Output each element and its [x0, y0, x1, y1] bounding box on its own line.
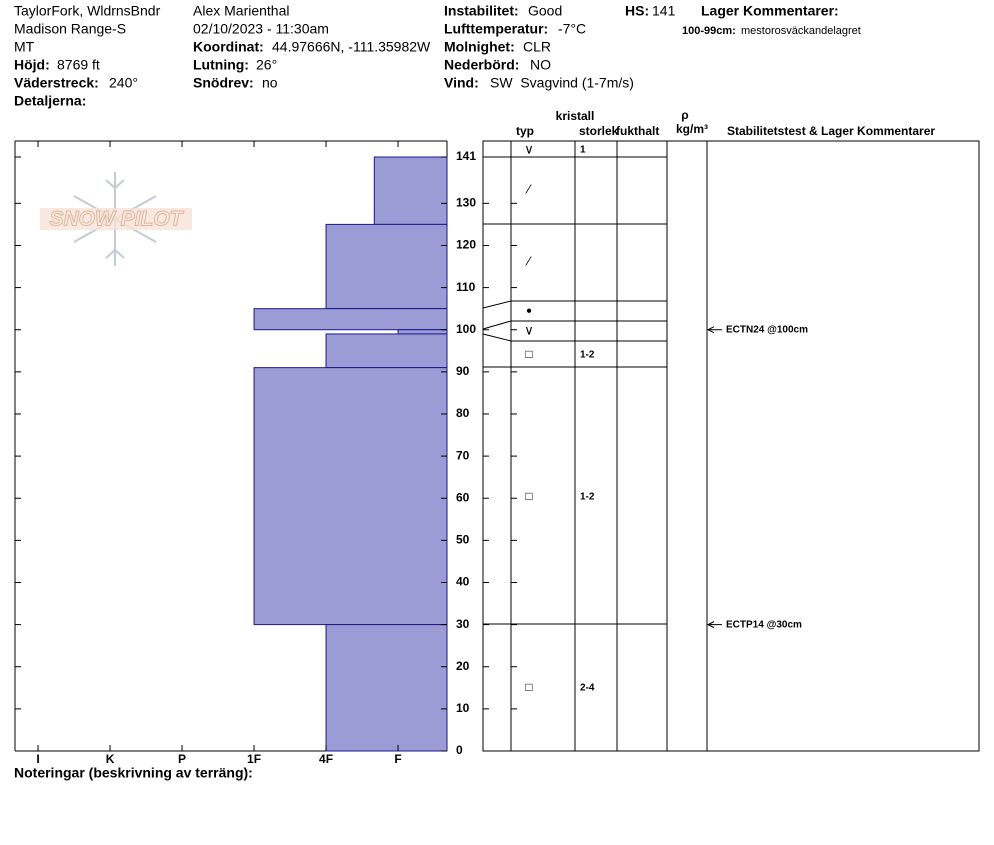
- range: Madison Range-S: [14, 21, 126, 37]
- label: Molnighet:: [444, 39, 515, 55]
- y-tick-label: 100: [456, 322, 476, 336]
- grain-type: ∨: [524, 322, 534, 337]
- grain-type: ∨: [524, 141, 534, 156]
- y-tick-label: 141: [456, 149, 476, 163]
- label: Höjd:: [14, 57, 50, 73]
- footer-note: Noteringar (beskrivning av terräng):: [14, 765, 253, 781]
- label: Väderstreck:: [14, 75, 99, 91]
- header: TaylorFork, WldrnsBndr Madison Range-S M…: [14, 3, 861, 109]
- x-tick-label: 4F: [319, 752, 333, 766]
- y-tick-label: 80: [456, 406, 470, 420]
- value: no: [262, 75, 278, 91]
- test-label: ECTP14 @30cm: [726, 619, 802, 630]
- hardness-bar: [373, 156, 448, 225]
- y-tick-label: 60: [456, 490, 470, 504]
- state: MT: [14, 39, 35, 55]
- col-header: ρ: [681, 108, 688, 122]
- test-arrowhead: [706, 326, 715, 334]
- y-tick-label: 120: [456, 238, 476, 252]
- grain-size: 2-4: [580, 683, 595, 694]
- y-tick-label: 70: [456, 448, 470, 462]
- hardness-bar: [325, 624, 448, 752]
- y-tick-label: 30: [456, 617, 470, 631]
- y-tick-label: 110: [456, 280, 476, 294]
- observer: Alex Marienthal: [193, 3, 290, 19]
- location: TaylorFork, WldrnsBndr: [14, 3, 161, 19]
- x-tick-label: K: [106, 752, 115, 766]
- grain-type: □: [525, 489, 532, 503]
- hardness-bar: [253, 308, 448, 331]
- x-tick-label: I: [36, 752, 39, 766]
- hardness-bar: [325, 333, 448, 369]
- logo-text: SNOW PILOT: [50, 208, 185, 231]
- value: -7°C: [558, 21, 586, 37]
- hardness-bar: [325, 223, 448, 310]
- comment-range: 100-99cm:: [682, 25, 736, 37]
- grain-size: 1-2: [580, 350, 595, 361]
- comment: mestorosväckandelagret: [741, 25, 861, 37]
- label: Detaljerna:: [14, 93, 86, 109]
- col-header: storlek: [579, 124, 619, 138]
- y-tick-label: 40: [456, 575, 470, 589]
- hardness-bar: [397, 329, 448, 335]
- comments-title: Lager Kommentarer:: [701, 3, 839, 19]
- grain-size: 1-2: [580, 492, 595, 503]
- label: Snödrev:: [193, 75, 254, 91]
- col-header: kristall: [556, 109, 595, 123]
- value: NO: [530, 57, 551, 73]
- y-tick-label: 50: [456, 533, 470, 547]
- value: 26°: [256, 57, 277, 73]
- value: Good: [528, 3, 562, 19]
- hardness-bar: [253, 367, 448, 626]
- y-tick-label: 10: [456, 701, 470, 715]
- label: Lufttemperatur:: [444, 21, 548, 37]
- col-header: Stabilitetstest & Lager Kommentarer: [727, 124, 935, 138]
- y-tick-label: 130: [456, 196, 476, 210]
- test-label: ECTN24 @100cm: [726, 324, 808, 335]
- grain-type: ⁄: [525, 253, 532, 268]
- layer-table: kristall typ storlek fukthalt ρ kg/m³ St…: [482, 108, 980, 752]
- x-tick-label: P: [178, 752, 186, 766]
- value: 44.97666N, -111.35982W: [272, 39, 431, 55]
- grain-type: □: [525, 347, 532, 361]
- label: Lutning:: [193, 57, 249, 73]
- x-tick-label: F: [394, 752, 401, 766]
- grain-type: ●: [526, 306, 532, 317]
- col-header: fukthalt: [616, 124, 659, 138]
- label: Instabilitet:: [444, 3, 519, 19]
- test-arrowhead: [706, 621, 715, 629]
- grain-size: 1: [580, 145, 586, 156]
- label: Koordinat:: [193, 39, 264, 55]
- col-header: typ: [516, 124, 534, 138]
- value: CLR: [523, 39, 551, 55]
- x-tick-label: 1F: [247, 752, 261, 766]
- label: Vind:: [444, 75, 479, 91]
- grain-type: □: [525, 680, 532, 694]
- y-tick-label: 20: [456, 659, 470, 673]
- label: Nederbörd:: [444, 57, 519, 73]
- logo: SNOW PILOT: [40, 172, 192, 266]
- col-header: kg/m³: [676, 122, 708, 136]
- y-tick-label: 0: [456, 743, 463, 757]
- value: 141: [652, 3, 676, 19]
- label: HS:: [625, 3, 649, 19]
- value: 240°: [109, 75, 138, 91]
- value: SW Svagvind (1-7m/s): [490, 75, 634, 91]
- value: 8769 ft: [57, 57, 100, 73]
- grain-type: ⁄: [525, 181, 532, 196]
- hardness-chart: I K P 1F 4F F: [14, 140, 448, 766]
- datetime: 02/10/2023 - 11:30am: [193, 21, 329, 37]
- y-tick-label: 90: [456, 364, 470, 378]
